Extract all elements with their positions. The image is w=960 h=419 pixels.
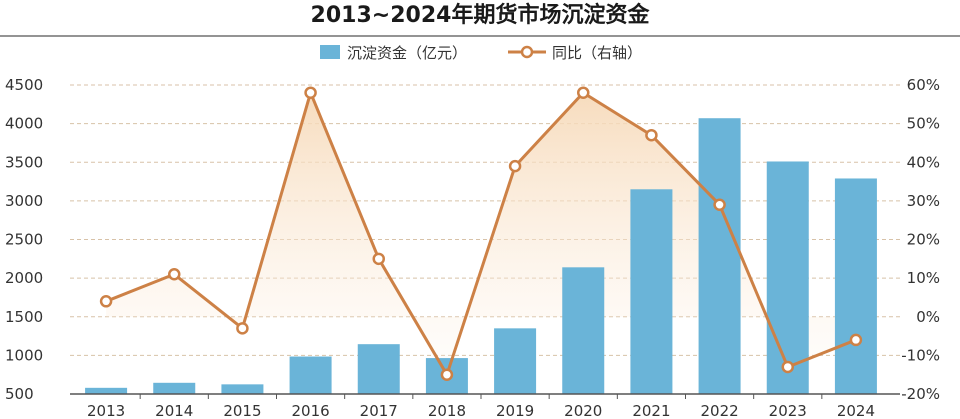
yoy-point-2016 [304,86,317,99]
x-tick-label: 2014 [155,402,193,419]
x-tick-label: 2019 [496,402,534,419]
area-layer [106,92,856,375]
y-right-tick-label: 30% [907,192,940,210]
yoy-area-fill [106,92,856,375]
bar-2024 [834,178,877,394]
y-left-tick-label: 3500 [5,153,43,171]
yoy-point-2022 [713,198,726,211]
y-left-tick-label: 1500 [5,308,43,326]
y-right-tick-label: -10% [901,346,940,364]
legend-swatch-bar [320,45,340,59]
bar-2017 [357,344,400,394]
y-left-tick-label: 3000 [5,192,43,210]
yoy-point-2023 [781,360,794,374]
y-left-tick-label: 500 [5,385,34,403]
yoy-point-2020 [577,86,590,99]
x-tick-label: 2015 [223,402,261,419]
x-tick-label: 2023 [769,402,807,419]
bar-2020 [562,267,605,394]
yoy-point-2017 [372,252,385,266]
bar-2022 [698,118,741,394]
bar-2019 [494,328,537,394]
bar-2013 [85,387,128,394]
y-left-tick-label: 1000 [5,346,43,364]
x-tick-label: 2020 [564,402,602,419]
yoy-point-2013 [99,295,113,308]
y-right-tick-label: 50% [907,115,940,133]
yoy-point-2021 [645,128,658,142]
y-right-tick-label: 0% [916,308,940,326]
legend-swatch-marker [520,45,534,59]
y-right-tick-label: 20% [907,231,940,249]
line-layer [99,86,863,381]
y-right-tick-label: 60% [907,76,940,94]
x-tick-label: 2024 [837,402,875,419]
axis-layer: 4500 60% 4000 50% 3500 40% 3000 30% 2500 20% 2000 1… [5,76,940,419]
bar-2021 [630,189,673,394]
x-tick-label: 2018 [428,402,466,419]
yoy-point-2014 [168,268,181,281]
x-tick-label: 2017 [360,402,398,419]
legend-label-line: 同比（右轴） [552,44,642,62]
x-tick-label: 2013 [87,402,125,419]
yoy-point-2015 [236,322,249,335]
x-tick-label: 2021 [632,402,670,419]
bar-2023 [766,161,809,394]
bar-2014 [153,382,196,394]
chart-title: 2013~2024年期货市场沉淀资金 [311,2,651,28]
x-tick-label: 2016 [291,402,329,419]
bar-2015 [221,384,264,394]
legend-label-bar: 沉淀资金（亿元） [347,44,467,62]
x-tick-label: 2022 [700,402,738,419]
y-right-tick-label: -20% [901,385,940,403]
y-right-tick-label: 10% [907,269,940,287]
yoy-point-2018 [440,368,454,381]
y-left-tick-label: 2500 [5,231,43,249]
y-right-tick-label: 40% [907,153,940,171]
y-left-tick-label: 2000 [5,269,43,287]
y-left-tick-label: 4500 [5,76,43,94]
y-left-tick-label: 4000 [5,115,43,133]
bar-layer [85,118,877,394]
yoy-point-2019 [508,159,522,173]
yoy-point-2024 [849,333,863,347]
bar-2016 [289,356,332,394]
yoy-line [105,91,857,377]
legend: 沉淀资金（亿元） 同比（右轴） [320,44,642,62]
